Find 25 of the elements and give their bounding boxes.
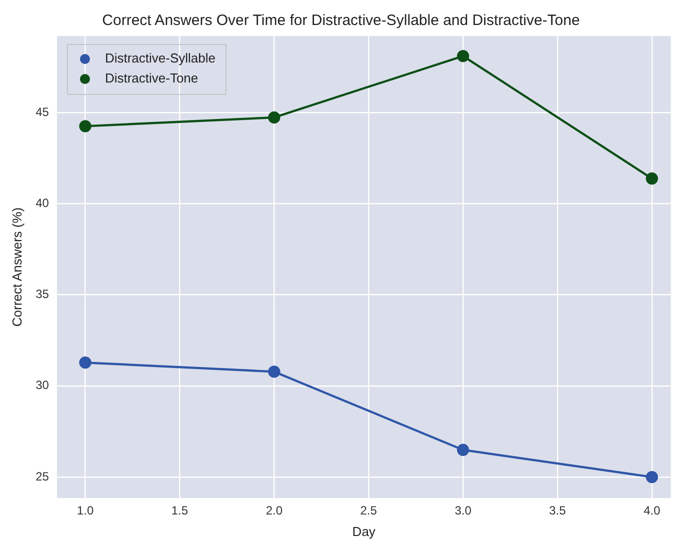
y-tick-label: 25: [36, 469, 50, 484]
x-tick-label: 3.0: [454, 504, 472, 518]
point: [646, 172, 658, 185]
y-tick-label: 45: [36, 104, 50, 119]
point: [268, 366, 280, 378]
x-tick-label: 4.0: [644, 504, 661, 518]
y-axis-title: Correct Answers (%): [9, 207, 24, 327]
x-tick-label: 2.5: [360, 504, 378, 518]
point: [456, 444, 470, 456]
point: [456, 50, 470, 62]
x-tick-label: 2.0: [266, 504, 283, 518]
chart-title: Correct Answers Over Time for Distractive-Syllable and Distractive-Tone: [102, 12, 580, 30]
x-tick-label: 3.5: [549, 504, 566, 518]
point: [268, 111, 280, 124]
y-tick-label: 35: [36, 287, 50, 302]
y-tick-label: 30: [36, 378, 50, 392]
point: [646, 470, 658, 484]
x-axis-title: Day: [352, 524, 376, 539]
point: [79, 120, 92, 132]
legend-label: Distractive-Tone: [104, 70, 198, 86]
legend-label: Distractive-Syllable: [104, 50, 216, 66]
point: [79, 356, 92, 369]
x-tick-label: 1.0: [76, 504, 94, 518]
y-tick-label: 40: [36, 196, 50, 210]
x-tick-label: 1.5: [171, 504, 188, 518]
